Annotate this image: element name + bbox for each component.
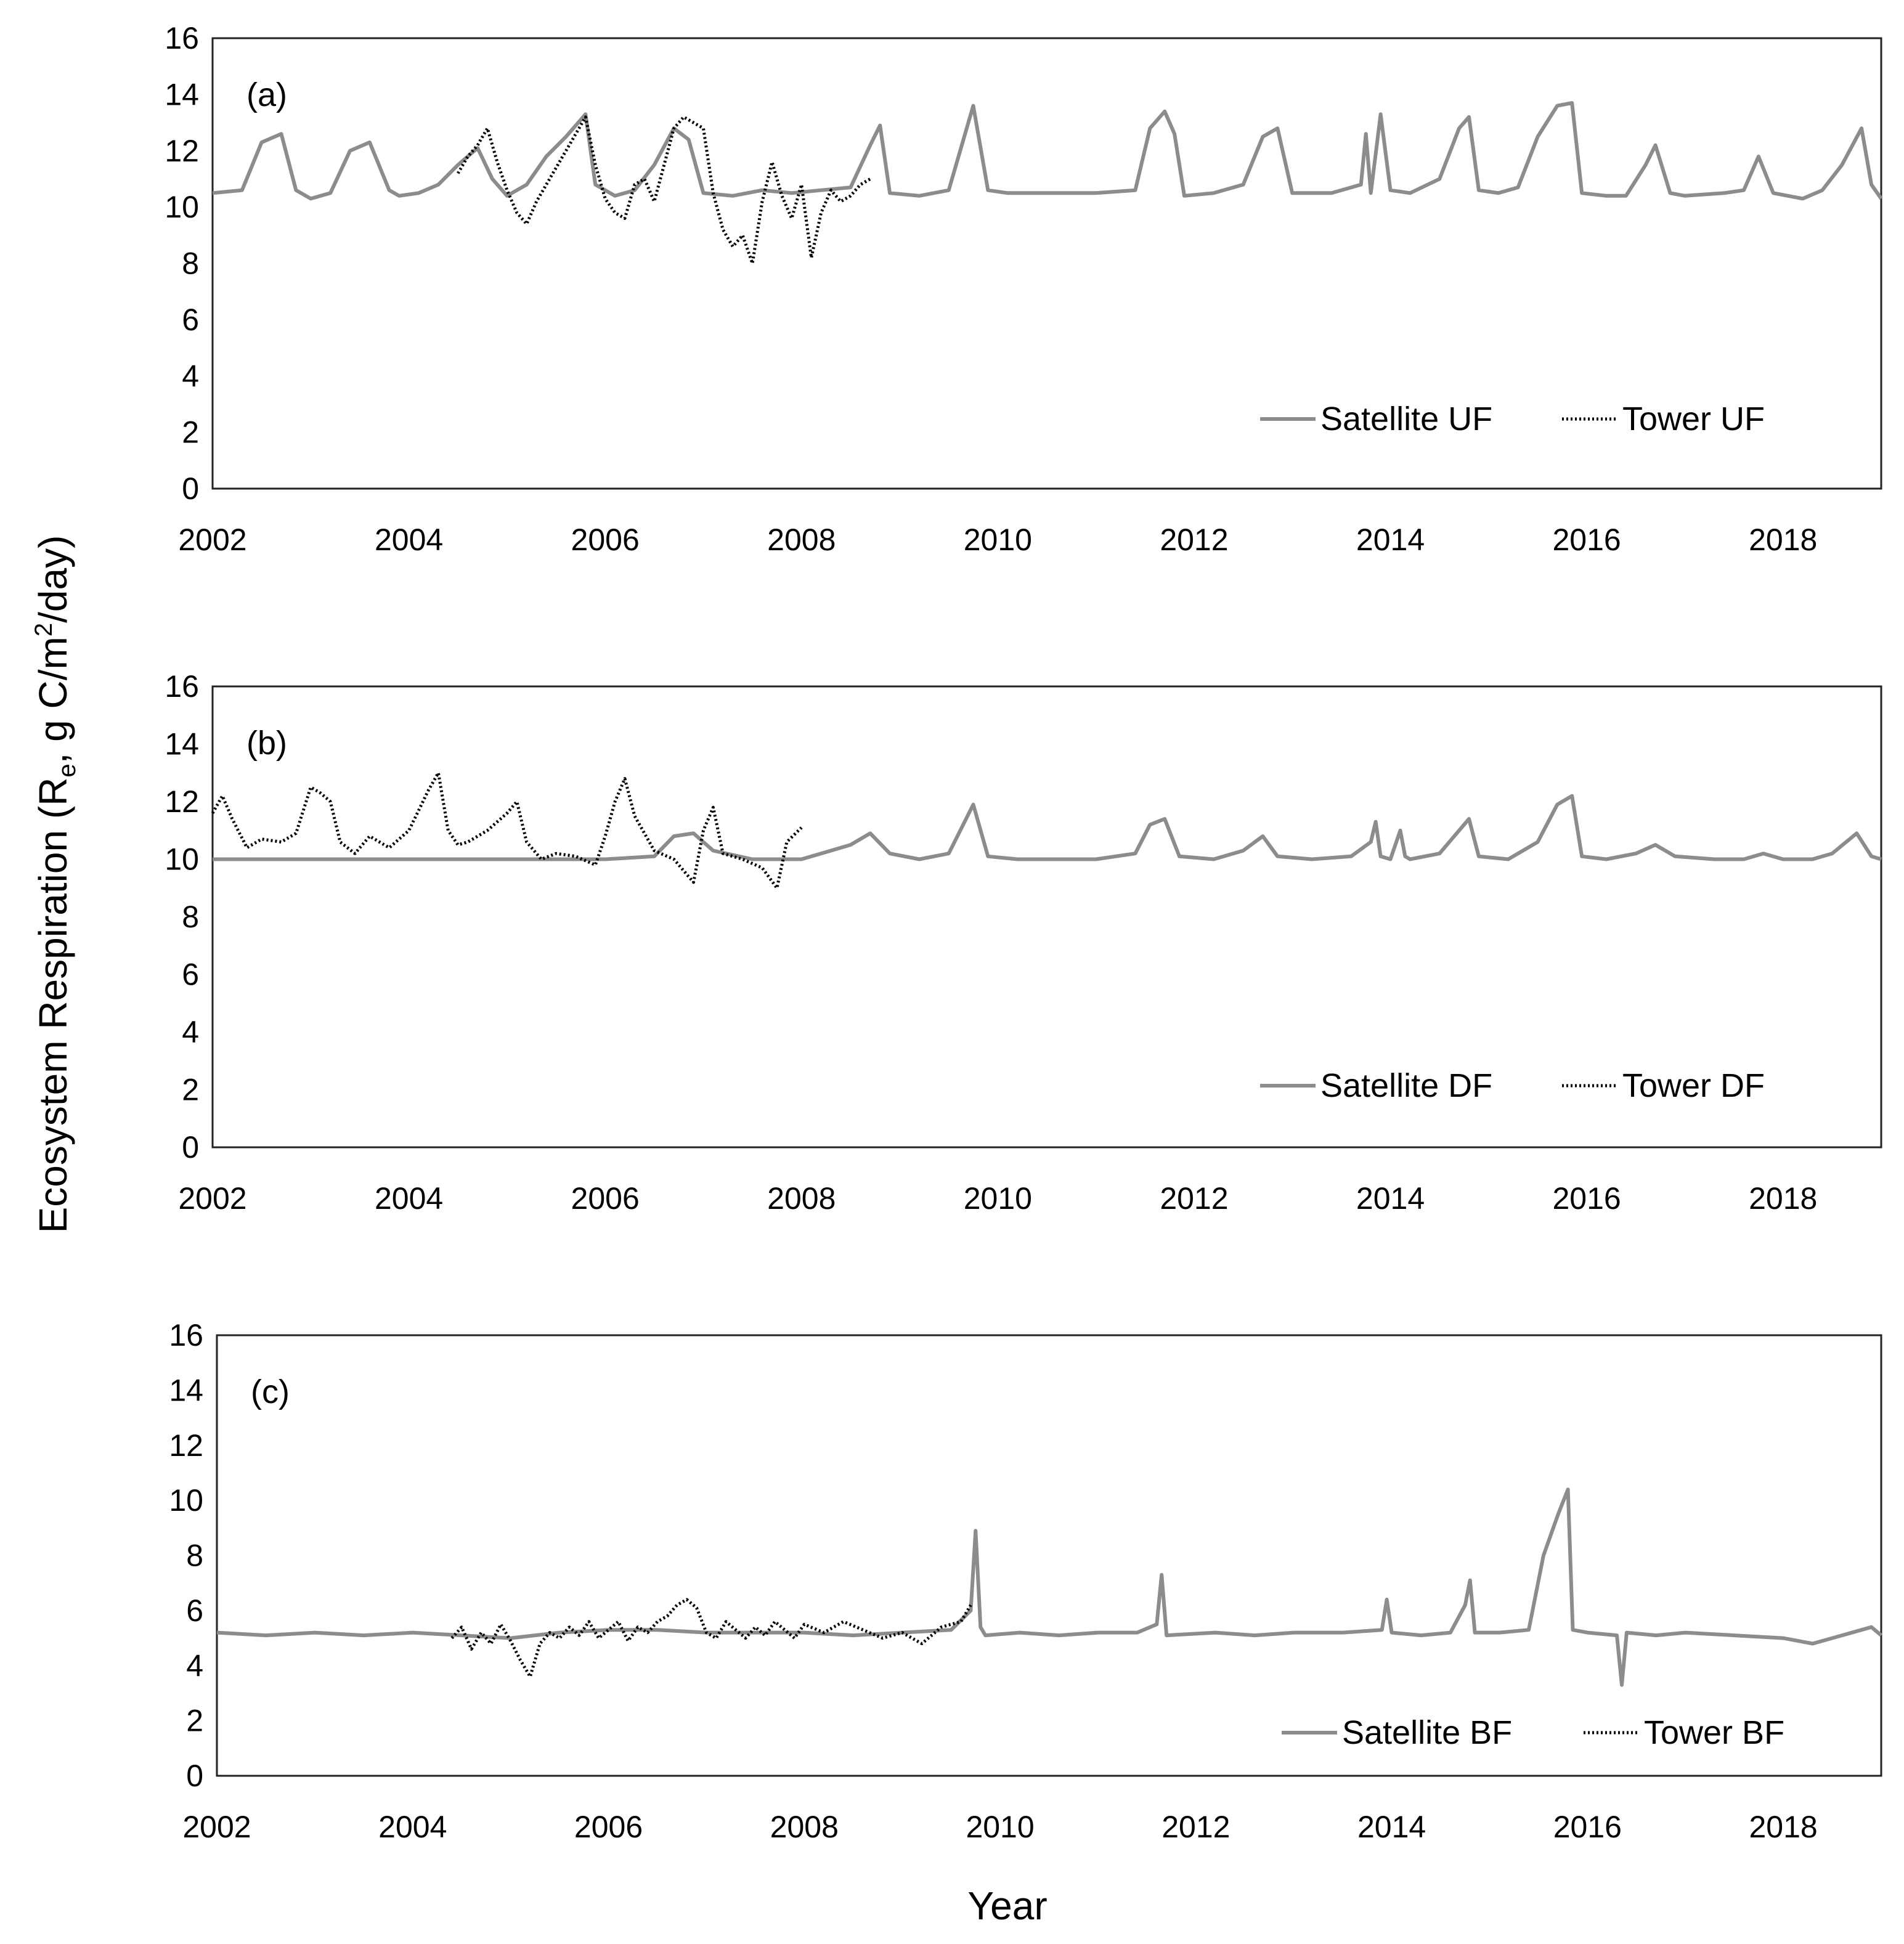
y-tick-label: 8	[182, 246, 199, 281]
x-tick-label: 2008	[767, 1181, 836, 1216]
y-tick-label: 10	[165, 842, 199, 877]
y-tick-label: 0	[182, 471, 199, 506]
panel-label: (c)	[251, 1373, 290, 1410]
y-axis-title: Ecosystem Respiration (Re, g C/m2/day)	[30, 535, 81, 1234]
x-tick-label: 2008	[767, 523, 836, 557]
legend-label-tower: Tower BF	[1644, 1714, 1784, 1751]
y-tick-label: 10	[165, 190, 199, 224]
y-tick-label: 2	[186, 1704, 203, 1738]
legend-label-tower: Tower DF	[1622, 1067, 1765, 1104]
legend-label-satellite: Satellite BF	[1342, 1714, 1512, 1751]
y-tick-label: 4	[182, 359, 199, 393]
y-tick-label: 0	[186, 1759, 203, 1793]
panel-b: 0 2 4 6 8 10 12 14 16 2002 2004 2006 2008 2010 2012 201…	[165, 669, 1882, 1216]
y-tick-label: 16	[165, 21, 199, 55]
x-tick-label: 2010	[964, 523, 1032, 557]
series-line-satellite	[216, 1487, 1882, 1687]
y-tick-label: 8	[182, 900, 199, 934]
x-tick-label: 2010	[964, 1181, 1032, 1216]
panel-label: (a)	[246, 76, 287, 113]
x-tick-label: 2006	[571, 1181, 640, 1216]
x-tick-label: 2006	[571, 523, 640, 557]
x-tick-label: 2004	[375, 523, 443, 557]
legend-label-tower: Tower UF	[1622, 401, 1765, 437]
series-line-tower	[450, 1598, 972, 1678]
legend-label-satellite: Satellite DF	[1320, 1067, 1492, 1104]
y-tick-label: 12	[165, 784, 199, 819]
x-tick-label: 2008	[770, 1810, 839, 1844]
plot-frame-b	[211, 685, 1882, 1149]
x-axis-title: Year	[967, 1884, 1047, 1928]
x-tick-label: 2016	[1553, 1810, 1622, 1844]
y-tick-label: 12	[169, 1428, 203, 1463]
series-line-satellite	[213, 794, 1882, 861]
y-tick-label: 6	[182, 303, 199, 337]
x-tick-label: 2012	[1160, 1181, 1228, 1216]
y-tick-label: 6	[186, 1593, 203, 1628]
series-line-tower	[211, 771, 803, 890]
y-tick-label: 14	[169, 1373, 203, 1407]
y-tick-label: 14	[165, 727, 199, 762]
y-tick-label: 10	[169, 1483, 203, 1518]
x-tick-label: 2002	[182, 1810, 251, 1844]
panel-a: 0 2 4 6 8 10 12 14 16 2002 2004 2006 2008 2010 2012 201…	[165, 21, 1883, 557]
y-tick-label: 2	[182, 415, 199, 450]
panel-c: 0 2 4 6 8 10 12 14 16 2002 2004 2006 2008 2010 2012 201…	[169, 1318, 1882, 1844]
x-tick-label: 2018	[1749, 1810, 1818, 1844]
x-tick-label: 2002	[178, 523, 246, 557]
legend-label-satellite: Satellite UF	[1320, 401, 1492, 437]
x-tick-label: 2014	[1357, 1810, 1426, 1844]
x-tick-label: 2016	[1553, 523, 1621, 557]
x-tick-label: 2018	[1749, 1181, 1817, 1216]
x-tick-label: 2002	[178, 1181, 246, 1216]
x-tick-label: 2014	[1356, 523, 1425, 557]
x-tick-label: 2014	[1356, 1181, 1425, 1216]
x-tick-label: 2016	[1553, 1181, 1621, 1216]
plot-frame-a	[211, 37, 1882, 490]
y-tick-label: 12	[165, 134, 199, 168]
x-tick-label: 2006	[574, 1810, 643, 1844]
y-tick-label: 16	[169, 1318, 203, 1352]
y-tick-label: 4	[186, 1648, 203, 1683]
y-tick-label: 2	[182, 1073, 199, 1107]
panel-label: (b)	[246, 725, 287, 762]
y-tick-label: 14	[165, 77, 199, 112]
y-tick-label: 0	[182, 1130, 199, 1165]
x-tick-label: 2018	[1749, 523, 1817, 557]
plot-frame-c	[216, 1334, 1882, 1777]
x-tick-label: 2010	[966, 1810, 1034, 1844]
x-tick-label: 2004	[375, 1181, 443, 1216]
x-tick-label: 2012	[1160, 523, 1228, 557]
series-line-satellite	[212, 101, 1883, 201]
x-tick-label: 2004	[378, 1810, 447, 1844]
y-tick-label: 4	[182, 1015, 199, 1049]
y-tick-label: 6	[182, 958, 199, 992]
x-tick-label: 2012	[1162, 1810, 1230, 1844]
y-tick-label: 16	[165, 669, 199, 704]
y-tick-label: 8	[186, 1539, 203, 1573]
